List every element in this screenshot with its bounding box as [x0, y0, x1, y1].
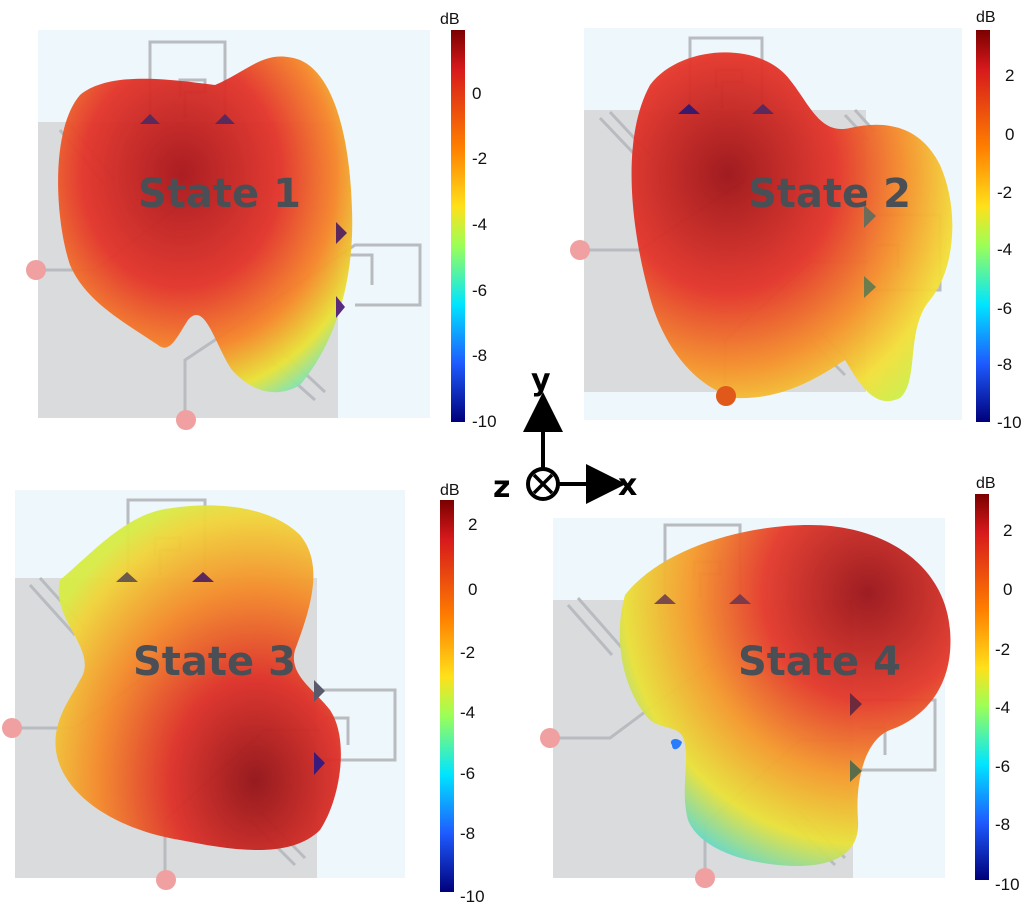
colorbar-2-gradient [976, 30, 990, 422]
colorbar-1-tick: -10 [472, 412, 497, 431]
port-marker [215, 114, 235, 124]
colorbar-3-unit: dB [440, 482, 460, 499]
colorbar-4-tick: -2 [995, 640, 1010, 659]
colorbar-2-tick: 2 [1005, 66, 1014, 85]
colorbar-2-tick: -4 [997, 240, 1012, 259]
colorbar-2-tick: -2 [997, 183, 1012, 202]
port-marker [864, 276, 876, 298]
port-marker [716, 386, 736, 406]
colorbar-3-tick: 0 [468, 580, 477, 599]
state-2-label: State 2 [748, 171, 911, 217]
state-1-ports [26, 114, 347, 430]
x-axis-label: x [618, 468, 637, 503]
port-marker [864, 205, 876, 228]
port-marker [314, 752, 325, 775]
state-2-ports [570, 104, 876, 406]
port-marker [850, 760, 862, 782]
colorbar-4-tick: -8 [995, 815, 1010, 834]
port-marker [156, 870, 176, 890]
state-2-panel: State 2 dB 2 0 -2 -4 -6 -8 -10 [570, 9, 1022, 432]
colorbar-3-tick: -2 [460, 643, 475, 662]
colorbar-4-tick: -4 [995, 698, 1010, 717]
z-axis-label: z [493, 470, 510, 505]
port-marker [678, 104, 700, 114]
port-marker [729, 594, 751, 604]
colorbar-4-tick: -6 [995, 757, 1010, 776]
port-marker [654, 594, 676, 604]
port-marker [176, 410, 196, 430]
colorbar-1-gradient [451, 30, 465, 422]
port-marker [570, 240, 590, 260]
port-marker [695, 868, 715, 888]
colorbar-4: dB 2 0 -2 -4 -6 -8 -10 [975, 475, 1020, 894]
state-4-panel: State 4 dB 2 0 -2 -4 -6 -8 -10 [540, 475, 1020, 894]
port-marker [2, 718, 22, 738]
port-marker [540, 728, 560, 748]
colorbar-4-gradient [975, 494, 989, 880]
state-3-pattern [55, 505, 341, 850]
colorbar-2-tick: 0 [1005, 125, 1014, 144]
colorbar-4-unit: dB [976, 475, 996, 492]
colorbar-3-tick: -8 [460, 824, 475, 843]
port-marker [314, 680, 325, 702]
port-marker [192, 572, 214, 582]
state-3-panel: State 3 dB 2 0 -2 -4 -6 -8 -10 [2, 482, 485, 906]
colorbar-4-tick: -10 [995, 875, 1020, 894]
port-marker [336, 222, 347, 244]
port-marker [140, 114, 160, 124]
port-marker [670, 738, 682, 750]
colorbar-2-tick: -8 [997, 355, 1012, 374]
colorbar-3: dB 2 0 -2 -4 -6 -8 -10 [440, 482, 485, 906]
colorbar-3-tick: -10 [460, 887, 485, 906]
colorbar-3-tick: -4 [460, 703, 475, 722]
state-1-label: State 1 [138, 171, 301, 217]
colorbar-2-tick: -10 [997, 413, 1022, 432]
colorbar-2-unit: dB [976, 9, 996, 26]
colorbar-3-tick: 2 [468, 515, 477, 534]
port-marker [336, 296, 345, 318]
axes-triad: y x z [493, 363, 637, 505]
port-marker [116, 572, 138, 582]
state-1-panel: State 1 dB 0 -2 -4 -6 -8 -10 [26, 11, 497, 431]
colorbar-3-tick: -6 [460, 764, 475, 783]
state-1-pattern [58, 56, 353, 393]
port-marker [752, 104, 774, 114]
colorbar-1-tick: -6 [472, 281, 487, 300]
colorbar-1-tick: -4 [472, 215, 487, 234]
colorbar-2-tick: -6 [997, 299, 1012, 318]
colorbar-1: dB 0 -2 -4 -6 -8 -10 [440, 11, 497, 431]
port-marker [26, 260, 46, 280]
colorbar-1-tick: -2 [472, 149, 487, 168]
state-2-pattern [631, 52, 953, 402]
state-4-label: State 4 [738, 639, 901, 685]
z-axis-cross [532, 473, 554, 495]
colorbar-1-unit: dB [440, 11, 460, 28]
state-3-label: State 3 [133, 639, 296, 685]
colorbar-4-tick: 0 [1003, 580, 1012, 599]
colorbar-4-tick: 2 [1003, 521, 1012, 540]
colorbar-3-gradient [440, 500, 454, 892]
colorbar-2: dB 2 0 -2 -4 -6 -8 -10 [976, 9, 1022, 432]
port-marker [850, 693, 862, 716]
state-3-ports [2, 572, 325, 890]
colorbar-1-tick: 0 [472, 84, 481, 103]
state-4-ports [540, 594, 862, 888]
state-4-pattern [619, 525, 951, 866]
colorbar-1-tick: -8 [472, 346, 487, 365]
y-axis-label: y [531, 363, 551, 398]
